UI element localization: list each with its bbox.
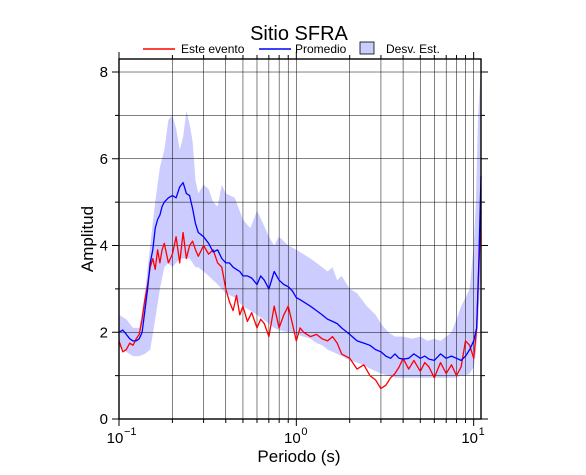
x-tick-exponent: 0: [301, 426, 307, 438]
legend-label-este-evento: Este evento: [181, 42, 245, 56]
std-dev-band-layer: [119, 67, 481, 378]
x-tick-label: 10: [284, 430, 301, 447]
y-tick-label: 6: [100, 151, 108, 168]
x-tick-label: 10: [461, 430, 478, 447]
x-tick-label: 10: [107, 430, 124, 447]
series-line-promedio: [118, 176, 482, 362]
legend-label-desv-est: Desv. Est.: [386, 42, 440, 56]
grid-layer: [119, 59, 481, 419]
legend-swatch-desv-est: [359, 41, 375, 55]
y-tick-label: 2: [100, 324, 108, 341]
plot-frame: [118, 58, 482, 420]
y-tick-label: 8: [100, 64, 108, 81]
legend-label-promedio: Promedio: [295, 42, 347, 56]
chart-title: Sitio SFRA: [250, 23, 348, 45]
x-axis-label: Periodo (s): [257, 447, 340, 466]
x-tick-exponent: −1: [124, 426, 137, 438]
series-line-layer: [118, 176, 482, 390]
y-tick-label: 4: [100, 238, 108, 255]
series-line-este-evento: [118, 210, 482, 390]
y-axis-label: Amplitud: [78, 206, 97, 272]
x-tick-exponent: 1: [479, 426, 485, 438]
y-tick-label: 0: [100, 411, 108, 428]
std-dev-band: [119, 67, 481, 378]
legend: Este evento Promedio Desv. Est.: [143, 41, 440, 56]
